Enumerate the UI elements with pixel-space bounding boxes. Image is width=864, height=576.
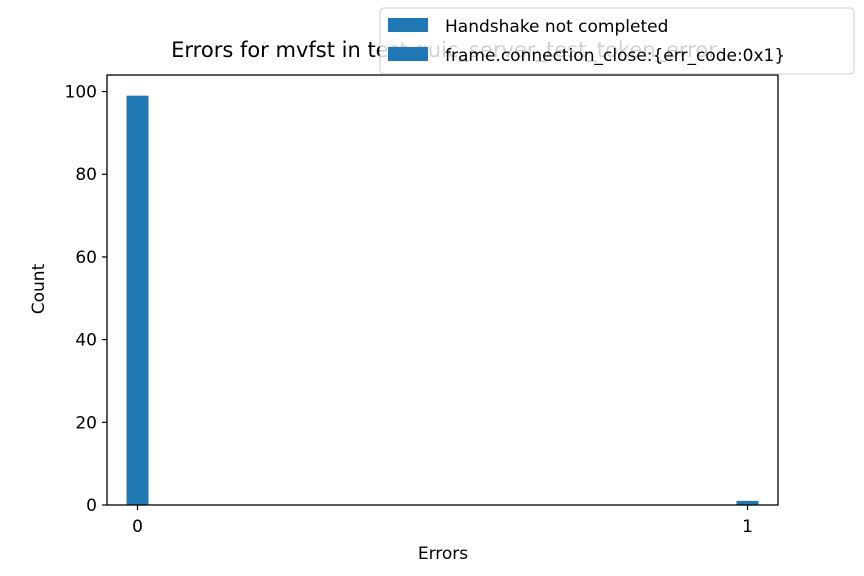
legend: Handshake not completed frame.connection…: [379, 7, 855, 75]
y-tick-label: 20: [75, 413, 97, 433]
y-tick-label: 0: [86, 496, 97, 516]
plot-frame: [106, 74, 779, 506]
legend-swatch-handshake: [388, 18, 428, 32]
y-tick-label: 80: [75, 165, 97, 185]
legend-box: [379, 7, 855, 75]
y-tick-label: 40: [75, 331, 97, 351]
legend-label-handshake: Handshake not completed: [445, 17, 668, 37]
legend-label-connection-close: frame.connection_close:{err_code:0x1}: [445, 46, 785, 66]
y-axis-ticks: 0 20 40 60 80 100: [65, 83, 107, 516]
y-tick-label: 100: [65, 83, 97, 103]
x-tick-label: 0: [132, 517, 143, 537]
y-tick-label: 60: [75, 248, 97, 268]
bar-series-1-0: [736, 500, 759, 505]
bars-group: [126, 95, 759, 505]
legend-swatch-connection-close: [388, 47, 428, 61]
x-tick-label: 1: [742, 517, 753, 537]
y-axis-label: Count: [29, 263, 49, 314]
bar-series-0-0: [126, 95, 149, 505]
x-axis-label: Errors: [418, 544, 468, 564]
